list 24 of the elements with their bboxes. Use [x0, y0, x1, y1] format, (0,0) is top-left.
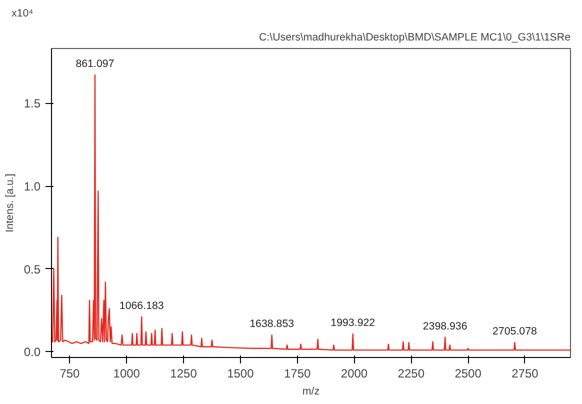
x-tick-label: 1250	[170, 366, 198, 380]
x-tick-label: 1500	[227, 366, 254, 380]
x-tick-label: 2750	[512, 366, 539, 380]
x-tick-label: 2500	[454, 366, 482, 380]
annotation: 1066.183	[119, 300, 164, 312]
text: x10⁴	[12, 8, 34, 20]
line-series	[52, 74, 570, 351]
x-tick-label: 1750	[284, 366, 312, 380]
y-tick-label: 0.5	[24, 262, 41, 276]
annotation: 1993.922	[330, 316, 376, 329]
annotation: 1638.853	[250, 318, 294, 330]
annotation: 2705.078	[492, 325, 538, 338]
annotation: 2398.936	[422, 320, 468, 332]
y-tick-label: 0.0	[24, 345, 41, 360]
x-tick-label: 1000	[113, 366, 140, 380]
y-tick-label: 1.0	[24, 180, 41, 194]
x-tick-label: 2250	[398, 366, 425, 380]
annotation: 861.097	[76, 58, 114, 70]
x-tick-label: 750	[60, 366, 80, 380]
y-tick-label: 1.5	[24, 96, 41, 111]
x-axis-title: m/z	[302, 386, 320, 398]
x-tick-label: 2000	[340, 366, 368, 380]
text: C:\Users\madhurekha\Desktop\BMD\SAMPLE MC1\0_G3\1\1SRe	[258, 32, 571, 44]
y-axis-title: Intens. [a.u.]	[4, 174, 16, 232]
